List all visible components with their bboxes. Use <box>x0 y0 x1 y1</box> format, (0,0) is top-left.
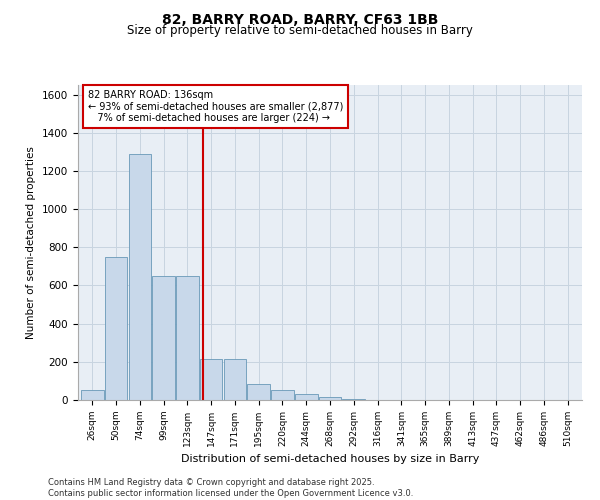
Bar <box>81 390 104 400</box>
Bar <box>200 359 223 400</box>
Text: Size of property relative to semi-detached houses in Barry: Size of property relative to semi-detach… <box>127 24 473 37</box>
Text: 82, BARRY ROAD, BARRY, CF63 1BB: 82, BARRY ROAD, BARRY, CF63 1BB <box>162 12 438 26</box>
Text: 82 BARRY ROAD: 136sqm
← 93% of semi-detached houses are smaller (2,877)
   7% of: 82 BARRY ROAD: 136sqm ← 93% of semi-deta… <box>88 90 343 123</box>
Bar <box>128 154 151 400</box>
Bar <box>319 397 341 400</box>
Bar <box>152 276 175 400</box>
Bar <box>343 399 365 400</box>
Bar <box>295 394 317 400</box>
Text: Contains HM Land Registry data © Crown copyright and database right 2025.
Contai: Contains HM Land Registry data © Crown c… <box>48 478 413 498</box>
Bar <box>105 257 127 400</box>
Bar <box>247 384 270 400</box>
Bar <box>176 276 199 400</box>
X-axis label: Distribution of semi-detached houses by size in Barry: Distribution of semi-detached houses by … <box>181 454 479 464</box>
Bar <box>271 390 294 400</box>
Bar <box>224 359 246 400</box>
Y-axis label: Number of semi-detached properties: Number of semi-detached properties <box>26 146 37 339</box>
